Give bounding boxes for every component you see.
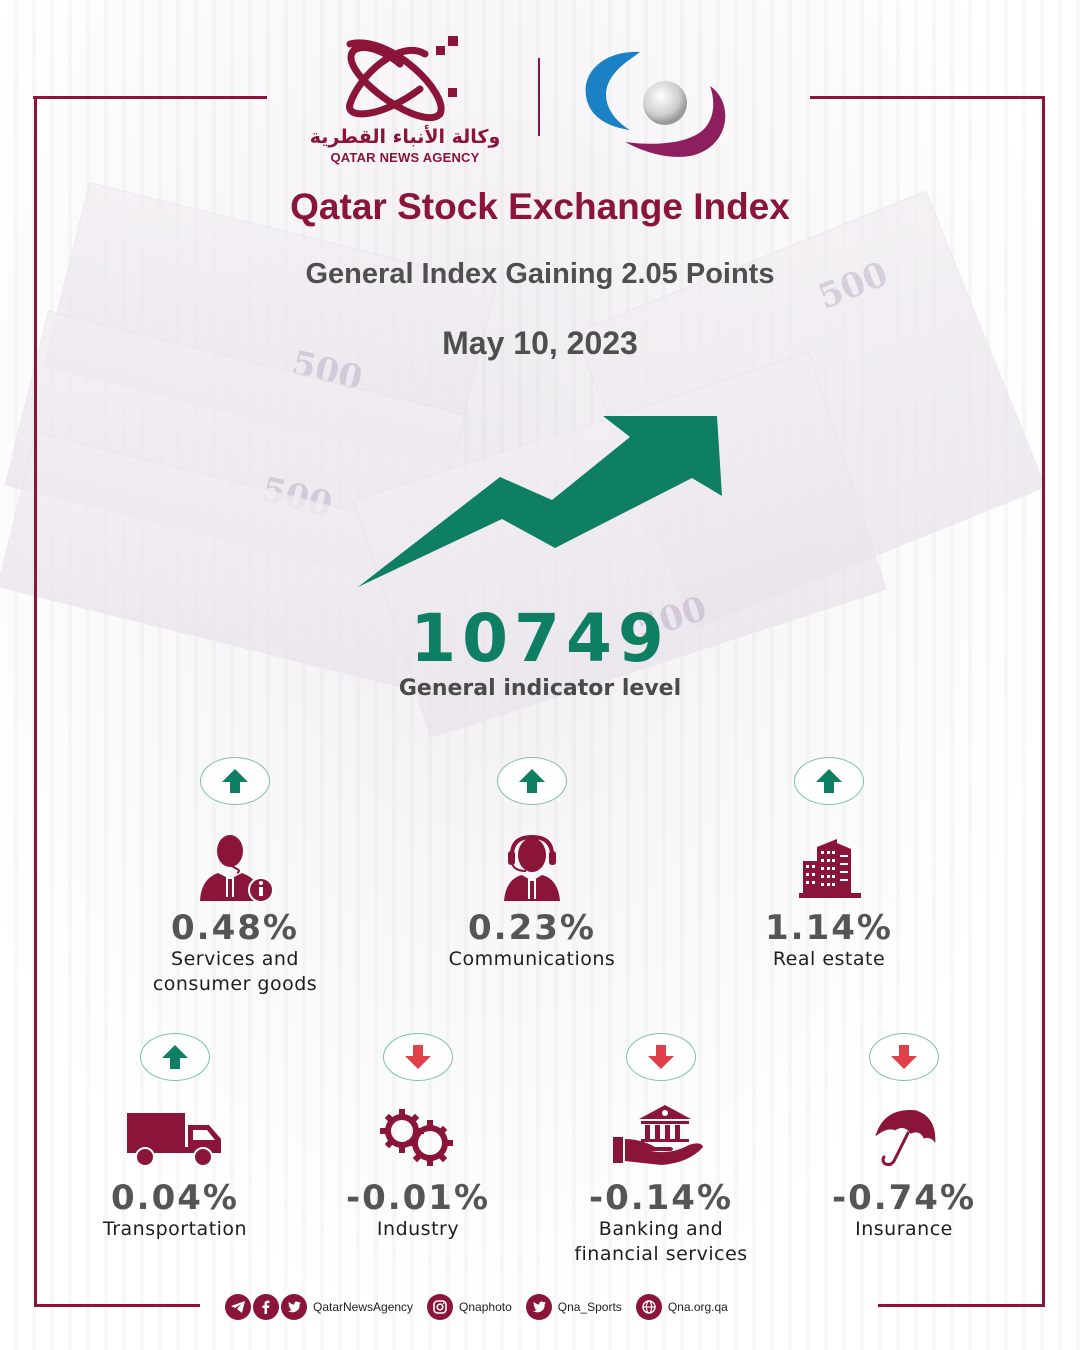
frame-top-left — [33, 96, 267, 99]
sector-change: -0.14% — [588, 1178, 734, 1218]
social-handle[interactable]: Qna.org.qa — [667, 1300, 728, 1314]
arrow-up-icon — [816, 769, 842, 793]
sector-banking-financial-services: -0.14% Banking and financial services — [541, 1033, 781, 1267]
umbrella-icon — [875, 1110, 936, 1167]
sector-insurance: -0.74% Insurance — [784, 1033, 1024, 1242]
social-handle[interactable]: Qna_Sports — [557, 1300, 622, 1314]
arrow-down-icon — [891, 1045, 917, 1069]
instagram-icon[interactable] — [427, 1294, 454, 1320]
frame-bottom-right — [878, 1304, 1045, 1307]
down-arrow-badge — [869, 1033, 939, 1081]
up-arrow-badge — [140, 1033, 210, 1081]
agency-name-english: QATAR NEWS AGENCY — [330, 150, 480, 165]
customer-service-agent-icon — [200, 835, 274, 903]
sector-transportation: 0.04% Transportation — [55, 1033, 295, 1242]
sector-change: 0.23% — [468, 908, 596, 948]
sector-change: 1.14% — [765, 908, 893, 948]
sector-label: Communications — [448, 948, 616, 970]
frame-top-right — [810, 96, 1045, 99]
report-date: May 10, 2023 — [442, 325, 638, 361]
index-label: General indicator level — [398, 676, 682, 701]
qatar-stock-exchange-logo-icon — [585, 51, 726, 157]
agency-name-arabic: وكالة الأنباء القطرية — [309, 126, 501, 148]
sector-change: -0.74% — [831, 1178, 977, 1218]
index-value: 10749 — [410, 600, 670, 677]
sector-communications: 0.23% Communications — [412, 757, 652, 972]
truck-icon — [127, 1113, 221, 1167]
sector-label: Insurance — [855, 1218, 953, 1240]
page-title: Qatar Stock Exchange Index — [290, 186, 790, 227]
sector-services-consumer-goods: 0.48% Services and consumer goods — [115, 757, 355, 997]
sector-change: 0.48% — [171, 908, 299, 948]
frame-left — [34, 96, 37, 1306]
telegram-icon[interactable] — [225, 1294, 251, 1320]
arrow-up-icon — [162, 1045, 188, 1069]
logo-header: وكالة الأنباء القطرية QATAR NEWS AGENCY — [290, 28, 790, 168]
up-arrow-badge — [200, 757, 270, 805]
up-arrow-badge — [497, 757, 567, 805]
logo-divider — [538, 58, 540, 136]
sector-label: Industry — [376, 1218, 460, 1240]
sector-label: Banking and — [598, 1218, 724, 1240]
sector-real-estate: 1.14% Real estate — [709, 757, 949, 972]
headset-operator-icon — [504, 834, 560, 901]
sector-label: Transportation — [102, 1218, 248, 1240]
building-icon — [799, 839, 861, 898]
social-handle[interactable]: Qnaphoto — [459, 1300, 512, 1314]
frame-right — [1042, 96, 1045, 1306]
sector-label: Real estate — [772, 948, 886, 970]
sector-change: 0.04% — [111, 1178, 239, 1218]
down-arrow-badge — [383, 1033, 453, 1081]
page-subtitle: General Index Gaining 2.05 Points — [305, 258, 775, 290]
sector-label-line2: financial services — [574, 1243, 748, 1265]
globe-icon[interactable] — [635, 1294, 662, 1320]
sector-change: -0.01% — [345, 1178, 491, 1218]
arrow-down-icon — [648, 1045, 674, 1069]
down-arrow-badge — [626, 1033, 696, 1081]
up-arrow-badge — [794, 757, 864, 805]
sector-label-line2: consumer goods — [152, 973, 318, 995]
arrow-down-icon — [405, 1045, 431, 1069]
gears-icon — [380, 1109, 453, 1166]
arrow-up-icon — [222, 769, 248, 793]
social-handle[interactable]: QatarNewsAgency — [313, 1300, 414, 1314]
twitter-icon[interactable] — [525, 1294, 552, 1320]
facebook-icon[interactable] — [253, 1294, 279, 1320]
twitter-icon[interactable] — [281, 1294, 307, 1320]
qna-emblem-icon — [346, 36, 458, 122]
sector-industry: -0.01% Industry — [298, 1033, 538, 1242]
bank-hand-icon — [613, 1105, 703, 1165]
frame-bottom-left — [34, 1304, 200, 1307]
sector-label: Services and — [171, 948, 299, 970]
social-footer: QatarNewsAgency Qnaphoto Qna_Sports Qna.… — [225, 1293, 742, 1321]
arrow-up-icon — [519, 769, 545, 793]
